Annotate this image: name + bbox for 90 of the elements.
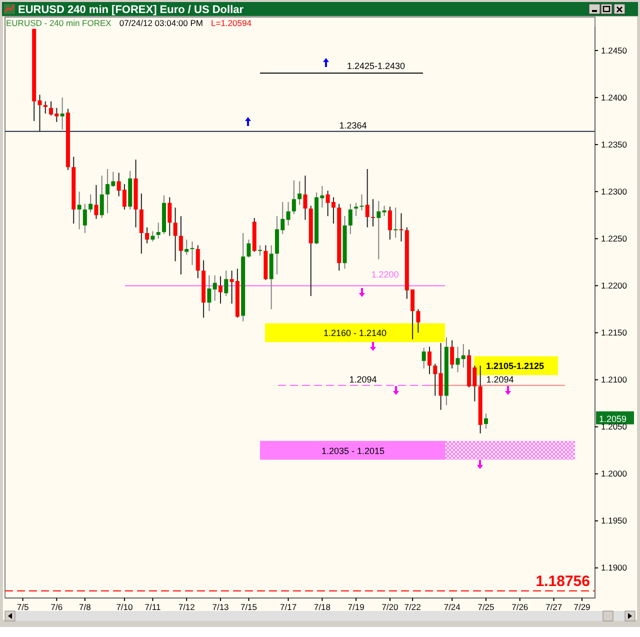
candlestick	[77, 191, 82, 230]
chart-title: EURUSD 240 min [FOREX] Euro / US Dollar	[18, 4, 244, 16]
ref-line-label: 1.2094	[349, 374, 377, 384]
ref-line-label: 1.2094	[486, 374, 514, 384]
candlestick	[371, 198, 376, 227]
ref-line-label: 1.2200	[371, 270, 399, 280]
candlestick	[207, 274, 212, 312]
candlestick	[212, 274, 217, 302]
band-label: 1.2105-1.2125	[486, 361, 544, 372]
x-tick-label: 7/5	[16, 602, 29, 612]
candlestick	[286, 201, 290, 226]
x-tick-label: 7/25	[478, 602, 495, 612]
band-label: 1.2160 - 1.2140	[323, 328, 387, 338]
candlestick	[422, 347, 426, 369]
x-tick-label: 7/6	[50, 602, 63, 612]
x-tick-label: 7/17	[280, 602, 297, 612]
chart-subtitle: EURUSD - 240 min FOREX	[6, 18, 112, 28]
y-tick-label: 1.1900	[601, 562, 628, 573]
candlestick	[258, 244, 262, 256]
candlestick	[427, 346, 432, 375]
candlestick	[190, 240, 194, 266]
candlestick	[382, 205, 386, 217]
y-tick-label: 1.2200	[601, 280, 628, 290]
candlestick	[456, 346, 460, 373]
candlestick	[388, 206, 392, 240]
candlestick	[416, 308, 420, 334]
candlestick	[173, 207, 178, 262]
candlestick	[348, 203, 352, 234]
candlestick	[178, 216, 183, 275]
candlestick	[82, 203, 87, 234]
annotation: L=1.20594	[211, 18, 252, 28]
candlestick	[484, 413, 488, 430]
x-tick-label: 7/29	[574, 602, 591, 612]
y-tick-label: 1.2400	[601, 92, 628, 102]
x-tick-label: 7/11	[144, 602, 161, 612]
y-tick-label: 1.2100	[601, 374, 628, 384]
ref-line-label: 1.2364	[339, 120, 367, 130]
candlestick	[224, 270, 228, 297]
candlestick	[292, 180, 296, 215]
text: 1.2059	[599, 414, 627, 424]
band-label: 1.2035 - 1.2015	[321, 446, 385, 456]
candlestick	[94, 184, 98, 220]
x-tick-label: 7/24	[444, 602, 461, 612]
x-tick-label: 7/18	[314, 602, 331, 612]
x-tick-label: 7/19	[348, 602, 365, 612]
x-tick-label: 7/20	[382, 602, 398, 612]
candlestick	[43, 100, 48, 114]
candlestick	[354, 202, 358, 217]
candlestick	[399, 212, 404, 242]
candlestick	[461, 344, 466, 368]
x-tick-label: 7/27	[545, 602, 562, 612]
y-tick-label: 1.2450	[601, 45, 628, 56]
candlestick	[150, 230, 155, 242]
candlestick	[139, 193, 144, 254]
candlestick	[145, 226, 150, 244]
candlestick	[88, 194, 93, 213]
candlestick	[394, 207, 398, 238]
candlestick	[168, 196, 172, 236]
ref-line-label: 1.18756	[536, 572, 590, 590]
candlestick	[60, 97, 64, 130]
y-tick-label: 1.2350	[601, 139, 628, 150]
candlestick	[303, 175, 308, 220]
y-tick-label: 1.2300	[601, 186, 628, 196]
candlestick	[376, 200, 381, 260]
candlestick	[100, 175, 104, 218]
y-tick-label: 1.2250	[601, 233, 628, 244]
y-tick-label: 1.2000	[601, 468, 628, 479]
candlestick	[184, 239, 189, 256]
y-tick-label: 1.2150	[601, 327, 628, 338]
candlestick	[438, 342, 443, 410]
x-tick-label: 7/26	[512, 602, 528, 612]
x-tick-label: 7/8	[79, 602, 92, 612]
x-tick-label: 7/15	[240, 602, 258, 612]
x-tick-label: 7/10	[116, 602, 134, 612]
annotation: 07/24/12 03:04:00 PM	[119, 18, 203, 28]
y-tick-label: 1.1950	[601, 516, 628, 526]
candlestick	[156, 222, 160, 240]
candlestick	[218, 276, 222, 304]
x-tick-label: 7/13	[212, 602, 230, 612]
candlestick	[365, 168, 370, 228]
candlestick	[246, 239, 251, 258]
x-tick-label: 7/22	[404, 602, 422, 612]
candlestick	[450, 340, 454, 369]
candlestick	[298, 180, 302, 206]
x-tick-label: 7/12	[178, 602, 196, 612]
candlestick	[433, 363, 438, 396]
candlestick	[360, 194, 364, 211]
y-tick-label: 1.2050	[601, 422, 628, 432]
candlestick	[196, 244, 200, 279]
annotation: 1.2425-1.2430	[346, 61, 406, 72]
